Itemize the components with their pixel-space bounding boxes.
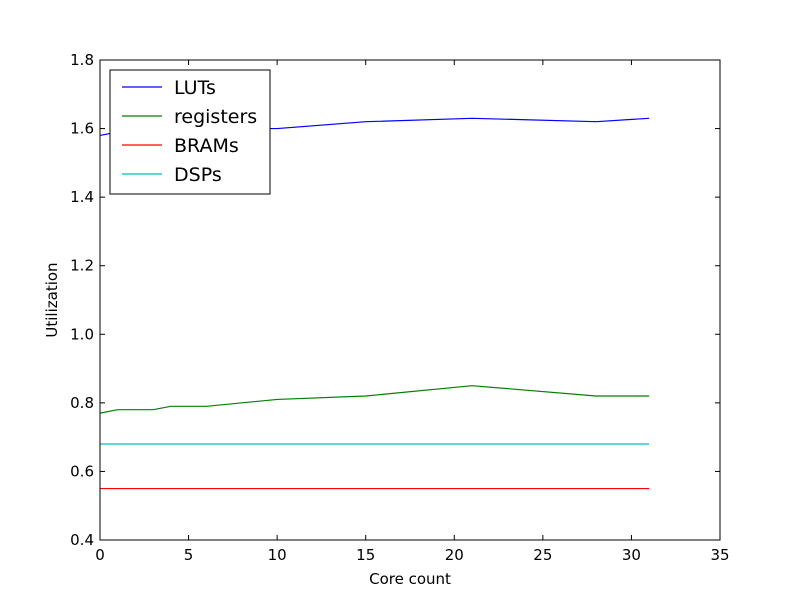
legend-label-luts: LUTs: [174, 77, 216, 99]
y-tick-label: 1.8: [70, 51, 94, 69]
legend-label-registers: registers: [174, 106, 257, 128]
x-tick-label: 25: [533, 546, 552, 564]
x-tick-label: 15: [356, 546, 375, 564]
x-axis-label: Core count: [369, 570, 451, 588]
x-tick-label: 35: [710, 546, 729, 564]
y-tick-label: 0.6: [70, 462, 94, 480]
legend-box: [109, 69, 271, 195]
x-tick-label: 10: [268, 546, 287, 564]
y-tick-label: 0.8: [70, 394, 94, 412]
x-tick-label: 30: [622, 546, 641, 564]
y-tick-label: 0.4: [70, 531, 94, 549]
y-axis-label: Utilization: [43, 262, 61, 337]
y-tick-label: 1.4: [70, 188, 94, 206]
y-tick-label: 1.6: [70, 120, 94, 138]
plot-frame: [99, 59, 721, 541]
legend: LUTs registers BRAMs DSPs: [109, 69, 271, 195]
series-line-registers: [99, 385, 650, 414]
y-tick-label: 1.2: [70, 257, 94, 275]
x-tick-label: 20: [445, 546, 464, 564]
x-tick-label: 0: [95, 546, 105, 564]
legend-label-dsps: DSPs: [174, 164, 222, 186]
y-tick-label: 1.0: [70, 325, 94, 343]
x-tick-label: 5: [184, 546, 194, 564]
ticks-layer: 0 5 10 15 20 25 30 35 0.4 0.6 0.8 1.0 1.2 1.4 1.6 1.8: [70, 51, 729, 564]
legend-label-brams: BRAMs: [174, 135, 239, 157]
